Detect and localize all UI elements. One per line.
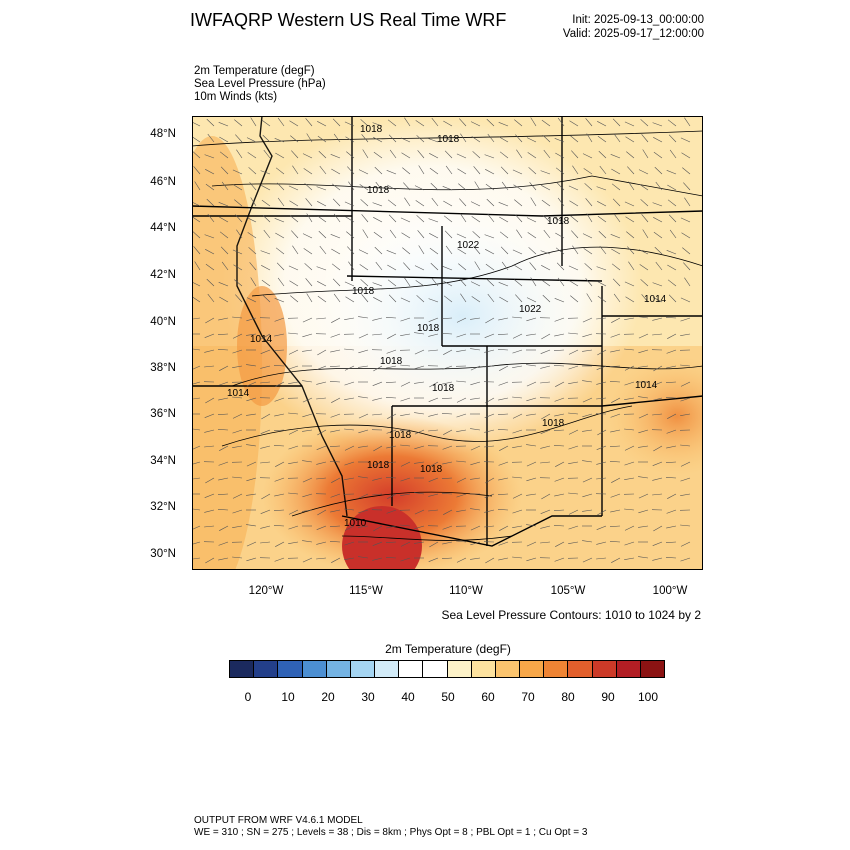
colorbar-swatch: [302, 661, 327, 677]
pressure-label: 1022: [457, 240, 480, 251]
colorbar-title: 2m Temperature (degF): [385, 642, 511, 656]
colorbar-label: 80: [561, 690, 575, 704]
lon-label: 100°W: [652, 585, 688, 597]
colorbar-swatch: [350, 661, 376, 677]
pressure-label: 1018: [389, 430, 412, 441]
pressure-labels: 1018 1018 1018 1018 1022 1018 1022 1014 …: [227, 124, 667, 529]
footer-line-2: WE = 310 ; SN = 275 ; Levels = 38 ; Dis …: [194, 827, 588, 838]
field-pressure: Sea Level Pressure (hPa): [194, 78, 326, 90]
time-info: Init: 2025-09-13_00:00:00 Valid: 2025-09…: [563, 13, 704, 41]
colorbar-label: 90: [601, 690, 615, 704]
footer-line-1: OUTPUT FROM WRF V4.6.1 MODEL: [194, 815, 363, 826]
pressure-label: 1018: [437, 134, 460, 145]
temperature-field: [192, 116, 703, 570]
field-temperature: 2m Temperature (degF): [194, 65, 315, 77]
colorbar-swatch: [399, 661, 424, 677]
model-footer: OUTPUT FROM WRF V4.6.1 MODEL WE = 310 ; …: [194, 815, 587, 839]
colorbar-swatch: [471, 661, 496, 677]
lat-label: 44°N: [150, 222, 176, 234]
pressure-label: 1018: [380, 356, 403, 367]
colorbar-swatch: [423, 661, 448, 677]
pressure-label: 1018: [360, 124, 383, 135]
field-list: 2m Temperature (degF) Sea Level Pressure…: [194, 65, 326, 104]
colorbar-swatch: [616, 661, 641, 677]
pressure-label: 1018: [367, 185, 390, 196]
colorbar-swatch: [254, 661, 279, 677]
lat-label: 36°N: [150, 408, 176, 420]
pressure-label: 1018: [547, 216, 570, 227]
colorbar-swatch: [495, 661, 521, 677]
colorbar-swatch: [447, 661, 472, 677]
lat-label: 30°N: [150, 548, 176, 560]
contour-note: Sea Level Pressure Contours: 1010 to 102…: [441, 608, 702, 622]
lat-label: 48°N: [150, 128, 176, 140]
colorbar-swatch: [640, 661, 665, 677]
pressure-label: 1014: [250, 334, 273, 345]
colorbar: [229, 660, 665, 678]
map-title: IWFAQRP Western US Real Time WRF: [190, 10, 507, 30]
colorbar-swatch: [375, 661, 400, 677]
pressure-label: 1018: [367, 460, 390, 471]
pressure-label: 1014: [227, 388, 250, 399]
colorbar-swatch: [520, 661, 545, 677]
lon-label: 105°W: [550, 585, 586, 597]
weather-map: 1018 1018 1018 1018 1022 1018 1022 1014 …: [192, 116, 703, 570]
lat-label: 32°N: [150, 501, 176, 513]
pressure-label: 1022: [519, 304, 542, 315]
colorbar-label: 0: [244, 690, 252, 704]
colorbar-label: 100: [637, 690, 659, 704]
pressure-label: 1018: [542, 418, 565, 429]
lon-label: 110°W: [449, 585, 483, 597]
lat-label: 46°N: [150, 176, 176, 188]
colorbar-swatch: [326, 661, 351, 677]
pressure-label: 1014: [644, 294, 667, 305]
pressure-label: 1014: [635, 380, 658, 391]
field-winds: 10m Winds (kts): [194, 91, 278, 103]
pressure-label: 1018: [420, 464, 443, 475]
colorbar-label: 70: [521, 690, 535, 704]
colorbar-swatch: [278, 661, 303, 677]
lon-label: 115°W: [349, 585, 383, 597]
init-time: Init: 2025-09-13_00:00:00: [572, 14, 704, 26]
colorbar-label: 40: [401, 690, 415, 704]
colorbar-label: 10: [281, 690, 295, 704]
colorbar-label: 60: [481, 690, 495, 704]
pressure-label: 1010: [344, 518, 367, 529]
lat-label: 38°N: [150, 362, 176, 374]
colorbar-swatch: [230, 661, 255, 677]
pressure-label: 1018: [432, 383, 455, 394]
lat-label: 42°N: [150, 269, 176, 281]
colorbar-swatch: [544, 661, 569, 677]
valid-time: Valid: 2025-09-17_12:00:00: [562, 28, 704, 40]
colorbar-swatch: [592, 661, 617, 677]
colorbar-label: 30: [361, 690, 375, 704]
colorbar-swatch: [568, 661, 593, 677]
colorbar-label: 20: [321, 690, 335, 704]
pressure-label: 1018: [417, 323, 440, 334]
pressure-label: 1018: [352, 286, 375, 297]
lat-label: 34°N: [150, 455, 176, 467]
colorbar-label: 50: [441, 690, 455, 704]
lon-label: 120°W: [248, 585, 284, 597]
wind-barbs: [192, 117, 691, 564]
lat-label: 40°N: [150, 316, 176, 328]
